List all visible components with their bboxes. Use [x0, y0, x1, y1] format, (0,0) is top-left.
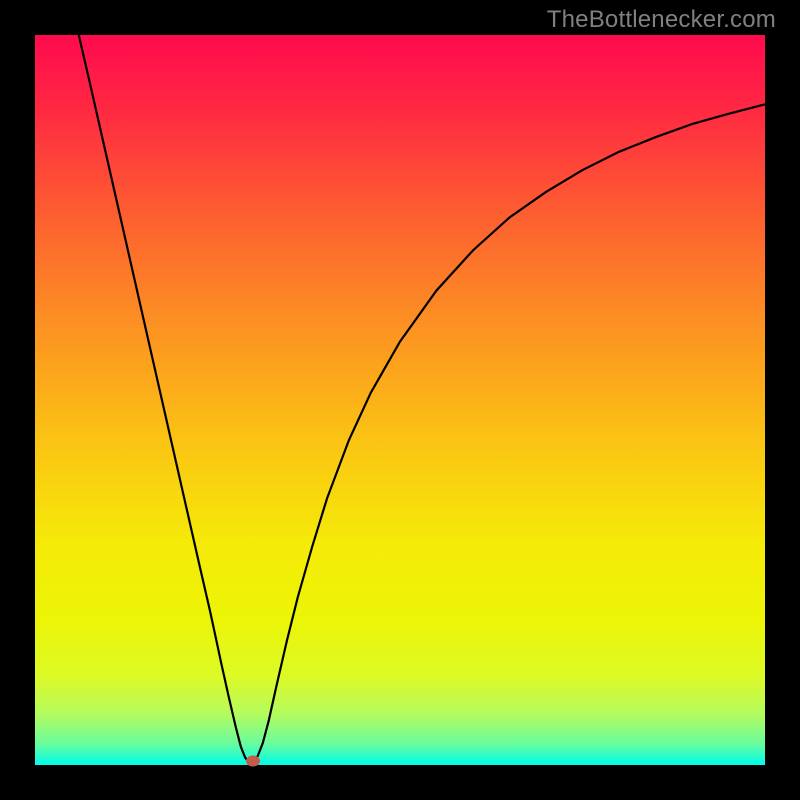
- bottleneck-curve: [35, 35, 765, 765]
- curve-polyline: [79, 35, 765, 761]
- chart-frame: TheBottlenecker.com: [0, 0, 800, 800]
- min-point-marker: [246, 755, 260, 766]
- watermark-label: TheBottlenecker.com: [547, 6, 776, 34]
- plot-area: [35, 35, 765, 765]
